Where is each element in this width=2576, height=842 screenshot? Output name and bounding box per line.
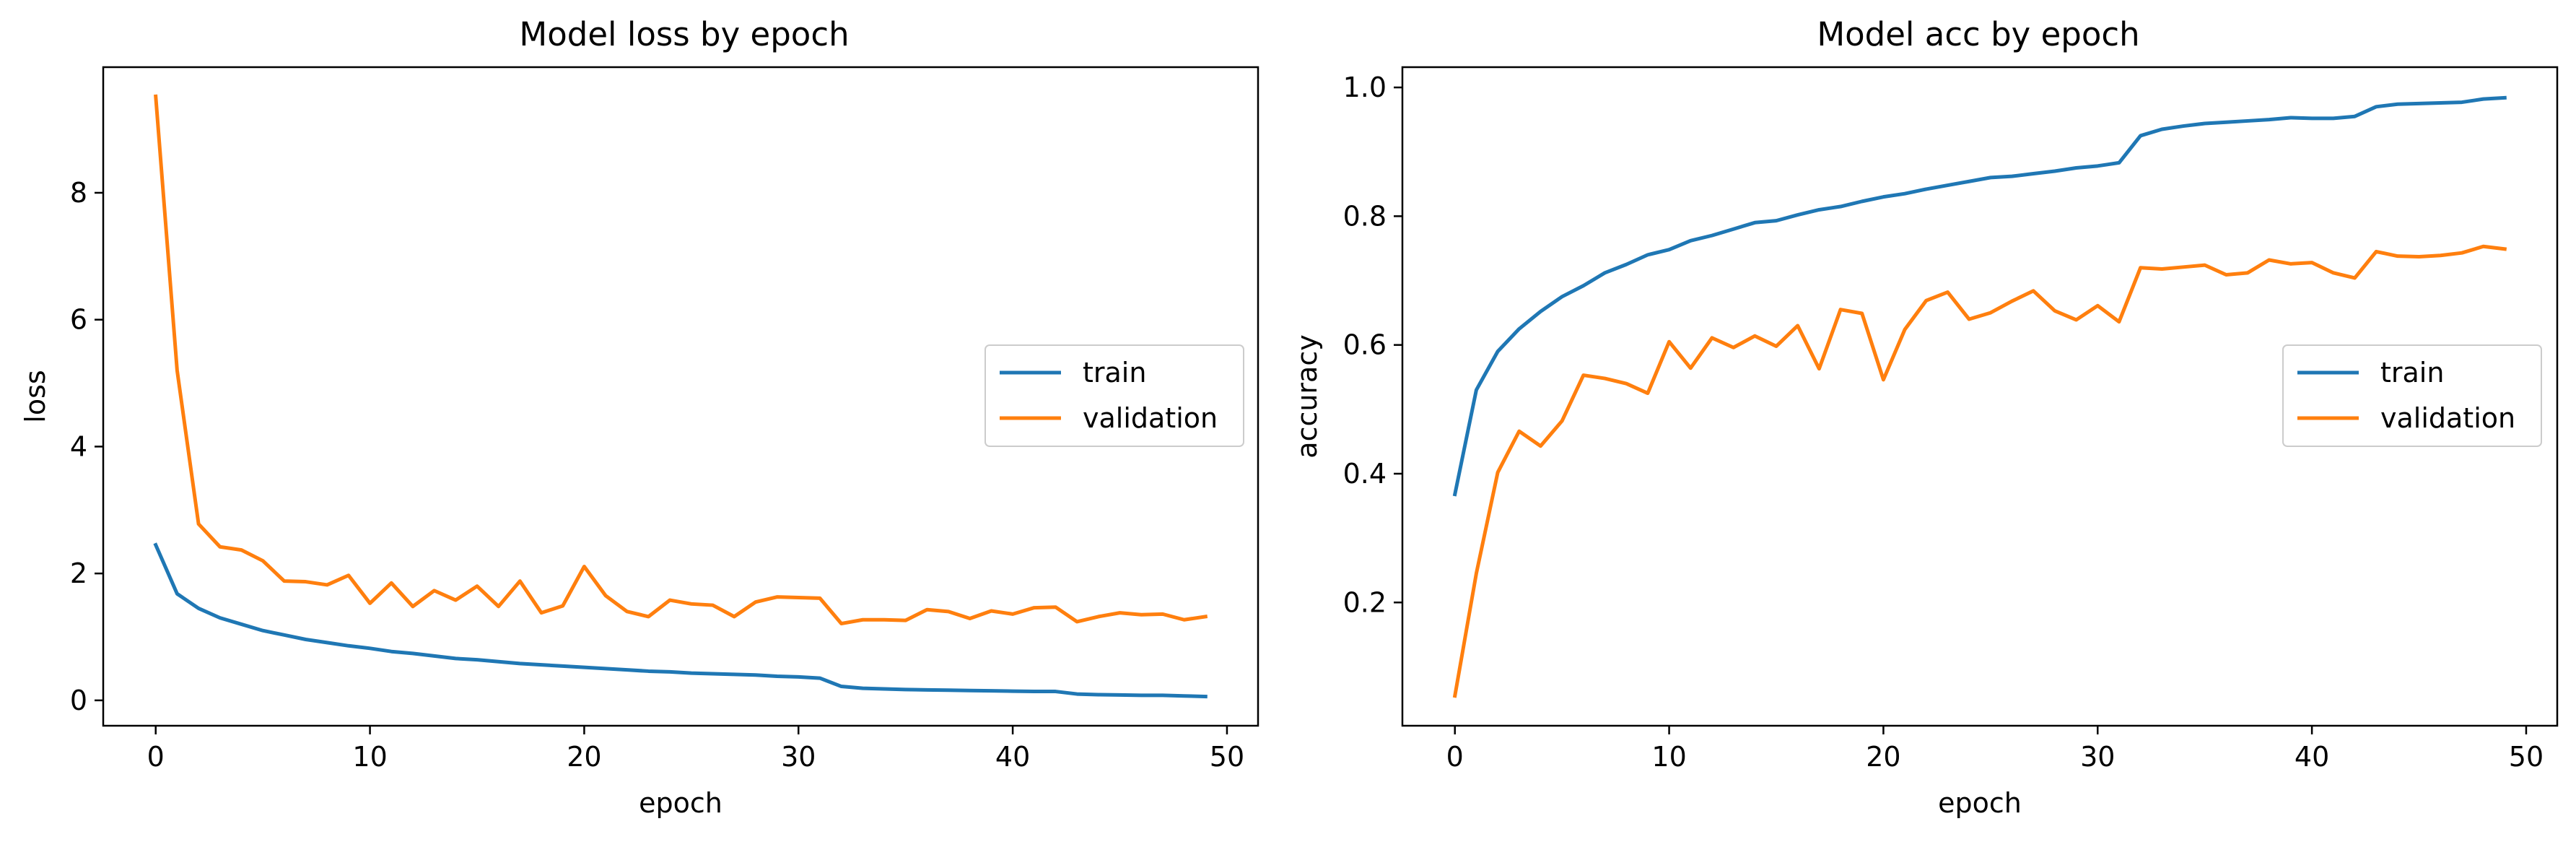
loss-chart-ticks: 0 10 20 30 40 50 0 2 4 6 8 [70,177,1244,773]
loss-xtick-label: 10 [352,741,387,773]
loss-chart-legend: train validation [984,344,1244,447]
loss-chart: Model loss by epoch 0 10 20 30 40 50 0 2 4 6 8 epo… [19,15,1259,819]
loss-xtick-label: 20 [567,741,601,773]
accuracy-chart: Model acc by epoch 0 10 20 30 40 500.20.40.60… [1291,15,2559,819]
acc-xtick-label: 10 [1651,741,1686,773]
acc-train-line [1452,95,2507,497]
loss-chart-plot-frame [102,66,1259,727]
accuracy-chart-ylabel: accuracy [1291,334,1323,458]
loss-chart-lines [153,94,1208,699]
acc-ytick-label: 0.8 [1343,200,1387,232]
loss-train-line [153,542,1208,699]
loss-ytick-label: 0 [70,685,87,716]
acc-xtick-label: 40 [2295,741,2329,773]
loss-xtick-label: 40 [995,741,1030,773]
loss-legend-train-label: train [1083,357,1146,389]
accuracy-chart-xlabel: epoch [1938,787,2022,819]
accuracy-chart-legend: train validation [2282,344,2542,447]
loss-ytick-label: 4 [70,430,87,462]
acc-ytick-label: 0.4 [1343,458,1387,490]
loss-chart-legend-box [984,344,1244,447]
loss-legend-validation-label: validation [1083,402,1218,434]
acc-xtick-label: 50 [2509,741,2544,773]
loss-xtick-label: 30 [781,741,816,773]
acc-ytick-label: 0.2 [1343,586,1387,618]
loss-chart-ylabel: loss [19,370,51,422]
accuracy-chart-title: Model acc by epoch [1817,15,2139,53]
acc-legend-validation-label: validation [2380,402,2515,434]
accuracy-chart-ticks: 0 10 20 30 40 50 0.2 0.4 0.6 0.8 1.0 [1343,71,2544,773]
acc-legend-train-label: train [2380,357,2444,389]
loss-xtick-label: 50 [1210,741,1244,773]
loss-ytick-label: 2 [70,557,87,589]
acc-ytick-label: 0.6 [1343,329,1387,361]
loss-chart-xlabel: epoch [639,787,722,819]
loss-ytick-label: 6 [70,304,87,336]
loss-xtick-label: 0 [147,741,165,773]
acc-xtick-label: 0 [1446,741,1464,773]
acc-ytick-label: 1.0 [1343,71,1387,103]
accuracy-chart-legend-box [2282,344,2542,447]
acc-validation-line [1452,244,2507,698]
acc-xtick-label: 20 [1866,741,1900,773]
acc-xtick-label: 30 [2080,741,2115,773]
loss-validation-line [154,94,1208,626]
accuracy-chart-lines [1452,95,2507,698]
loss-chart-title: Model loss by epoch [519,15,849,53]
accuracy-chart-plot-frame [1401,66,2559,727]
loss-ytick-label: 8 [70,177,87,209]
